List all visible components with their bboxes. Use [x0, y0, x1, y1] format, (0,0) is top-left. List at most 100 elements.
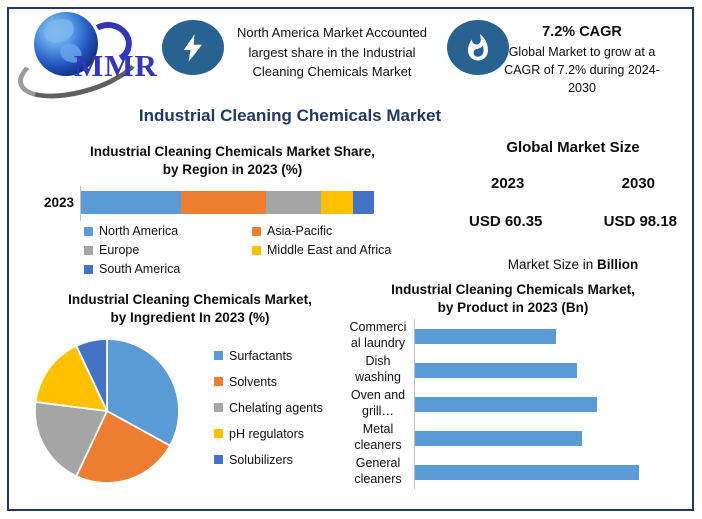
legend-item: pH regulators — [214, 426, 323, 441]
legend-item: North America — [84, 224, 252, 238]
product-bar-area — [414, 319, 687, 353]
product-row: Dish washing — [345, 353, 687, 387]
legend-marker — [252, 226, 261, 236]
highlight-badge — [162, 20, 224, 75]
product-bar-label: Dish washing — [345, 354, 414, 385]
region-chart-title-line-2: by Region in 2023 (%) — [162, 162, 303, 178]
cagr-badge — [447, 20, 509, 75]
product-chart-title: Industrial Cleaning Chemicals Market, by… — [348, 281, 678, 317]
legend-label: Middle East and Africa — [267, 243, 392, 257]
region-bar-segment — [321, 191, 354, 214]
product-bar-label: General cleaners — [345, 456, 414, 487]
product-bar-label-line: grill… — [362, 404, 394, 418]
product-bar-label-line: General — [355, 456, 401, 471]
legend-marker — [252, 245, 261, 255]
product-bar-label: Oven and grill… — [345, 388, 414, 419]
legend-item: Chelating agents — [214, 400, 323, 415]
region-bar-segment — [81, 191, 181, 214]
product-row: General cleaners — [345, 455, 687, 489]
product-bar — [415, 362, 577, 378]
product-bar-area — [414, 421, 687, 455]
mmr-logo: MMR — [11, 12, 166, 111]
product-bar-area — [414, 455, 687, 489]
product-bar-label-line: washing — [355, 370, 401, 384]
region-legend: North America Asia-Pacific Europe Middle Ea… — [84, 224, 414, 276]
legend-marker — [214, 403, 223, 412]
product-chart-title-line-2: by Product in 2023 (Bn) — [437, 300, 589, 316]
legend-item: South America — [84, 262, 252, 276]
market-size-value-2023: USD 60.35 — [469, 213, 543, 230]
market-size-note-prefix: Market Size in — [507, 257, 598, 272]
product-bar-label-line: Dish — [365, 354, 391, 369]
product-bar-area — [414, 387, 687, 421]
cagr-text: Global Market to grow at a CAGR of 7.2% … — [504, 45, 660, 96]
legend-label: North America — [99, 224, 179, 238]
product-bar-label-line: Metal — [362, 422, 394, 437]
legend-label: Solvents — [229, 374, 277, 389]
highlight-text: North America Market Accounted largest s… — [236, 25, 428, 79]
market-size-year-2030: 2030 — [621, 175, 655, 192]
region-chart-title: Industrial Cleaning Chemicals Market Sha… — [40, 143, 425, 179]
legend-label: Solubilizers — [229, 452, 293, 467]
product-bar — [415, 396, 598, 412]
product-bar-area — [414, 353, 687, 387]
legend-label: Chelating agents — [229, 400, 323, 415]
cagr-block: 7.2% CAGR Global Market to grow at a CAG… — [497, 24, 667, 97]
flame-icon — [468, 33, 488, 60]
region-bar-segment — [180, 191, 266, 214]
product-bars: Commerci al laundry Dish washing Oven and gri… — [345, 319, 687, 489]
legend-marker — [214, 429, 223, 438]
legend-label: South America — [99, 262, 181, 276]
product-row: Commerci al laundry — [345, 319, 687, 353]
market-size-note: Market Size in Billion — [455, 257, 691, 272]
product-bar-label-line: Commerci — [349, 320, 407, 335]
legend-marker — [84, 245, 93, 255]
pie-slice — [106, 338, 180, 447]
legend-marker — [84, 226, 93, 236]
product-bar — [415, 328, 557, 344]
pie-slice — [75, 338, 108, 412]
pie-slice — [34, 344, 108, 412]
product-row: Oven and grill… — [345, 387, 687, 421]
region-chart-title-line-1: Industrial Cleaning Chemicals Market Sha… — [89, 144, 376, 159]
market-size-title: Global Market Size — [506, 139, 640, 156]
product-bar — [415, 464, 640, 480]
ingredient-pie-chart — [34, 338, 180, 484]
region-bar-segment — [353, 191, 374, 214]
product-bar-label-line: cleaners — [354, 472, 402, 486]
ingredient-chart-title-line-2: by Ingredient In 2023 (%) — [110, 310, 270, 326]
ingredient-chart-title: Industrial Cleaning Chemicals Market, by… — [25, 291, 355, 327]
legend-item: Europe — [84, 243, 252, 257]
logo-text: MMR — [74, 48, 158, 83]
legend-marker — [214, 351, 223, 360]
page-title: Industrial Cleaning Chemicals Market — [138, 106, 442, 125]
product-bar-label: Metal cleaners — [345, 422, 414, 453]
legend-label: Europe — [99, 243, 140, 257]
legend-label: Surfactants — [229, 348, 293, 363]
globe-icon — [34, 12, 98, 76]
legend-item: Surfactants — [214, 348, 323, 363]
market-size-value-2030: USD 98.18 — [603, 213, 677, 230]
lightning-icon — [183, 33, 202, 62]
legend-item: Solubilizers — [214, 452, 323, 467]
legend-label: Asia-Pacific — [267, 224, 333, 238]
product-bar-label-line: cleaners — [354, 438, 402, 452]
region-axis-line — [80, 186, 81, 221]
legend-item: Solvents — [214, 374, 323, 389]
cagr-title: 7.2% CAGR — [542, 24, 622, 40]
legend-item: Middle East and Africa — [252, 243, 414, 257]
ingredient-chart-title-line-1: Industrial Cleaning Chemicals Market, — [68, 292, 312, 307]
legend-marker — [84, 264, 93, 274]
legend-marker — [214, 455, 223, 464]
region-year-label: 2023 — [43, 195, 74, 210]
region-stacked-bar — [81, 191, 374, 214]
market-size-block: Global Market Size 2023 2030 USD 60.35 U… — [455, 139, 691, 272]
market-size-year-2023: 2023 — [491, 175, 525, 192]
legend-item: Asia-Pacific — [252, 224, 414, 238]
region-bar-segment — [265, 191, 322, 214]
product-bar-label-line: Oven and — [350, 388, 406, 403]
product-bar — [415, 430, 583, 446]
product-row: Metal cleaners — [345, 421, 687, 455]
pie-slice — [75, 410, 171, 484]
